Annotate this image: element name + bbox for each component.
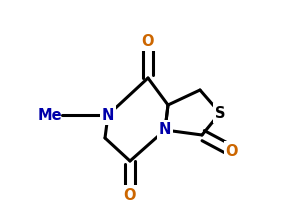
Text: Me: Me (37, 107, 62, 122)
Text: O: O (226, 143, 238, 159)
Text: S: S (215, 105, 225, 120)
Text: N: N (102, 107, 114, 122)
Text: O: O (124, 188, 136, 202)
Text: O: O (142, 33, 154, 48)
Text: N: N (159, 122, 171, 138)
